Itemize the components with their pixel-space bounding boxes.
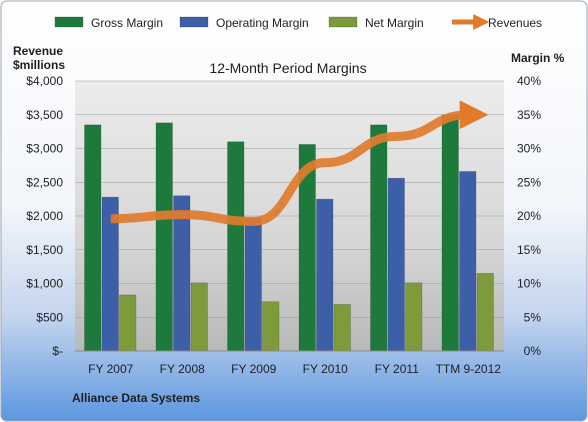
gross-margin-legend-swatch <box>54 16 84 28</box>
right-tick-label: 35% <box>517 108 541 122</box>
right-tick-label: 20% <box>517 209 541 223</box>
right-tick-label: 10% <box>517 277 541 291</box>
left-tick-label: $1,000 <box>26 277 63 291</box>
gridlines <box>75 80 504 318</box>
left-tick-label: $2,000 <box>26 209 63 223</box>
left-tick-label: $4,000 <box>26 74 63 88</box>
right-tick-label: 15% <box>517 243 541 257</box>
left-tick-label: $2,500 <box>26 175 63 189</box>
net-margin-bar <box>333 304 351 352</box>
x-tick-label: FY 2008 <box>160 362 205 376</box>
x-tick-label: FY 2010 <box>303 362 348 376</box>
left-axis-title-line: $millions <box>13 58 65 72</box>
operating-margin-bar <box>387 177 405 352</box>
gross-margin-bar <box>84 124 102 352</box>
x-tick-label: FY 2009 <box>231 362 276 376</box>
legend: Gross Margin Operating Margin Net Margin Re… <box>54 13 542 31</box>
right-tick-label: 5% <box>524 310 542 324</box>
operating-margin-legend-swatch <box>179 16 209 28</box>
left-axis-ticks: $- $500 $1,000 $1,500 $2,000 $2,500 $3,000 $3,5… <box>26 74 63 358</box>
company-name: Alliance Data Systems <box>72 391 200 405</box>
right-tick-label: 0% <box>524 344 542 358</box>
right-tick-label: 40% <box>517 74 541 88</box>
left-tick-label: $1,500 <box>26 243 63 257</box>
operating-margin-bar <box>459 171 477 352</box>
gross-margin-bar <box>155 122 173 352</box>
chart-title: 12-Month Period Margins <box>209 60 366 76</box>
x-axis-ticks: FY 2007 FY 2008 FY 2009 FY 2010 FY 2011 TTM 9… <box>88 362 501 376</box>
net-margin-bar <box>119 294 137 352</box>
x-tick-label: TTM 9-2012 <box>436 362 502 376</box>
left-tick-label: $- <box>52 344 63 358</box>
left-tick-label: $3,000 <box>26 142 63 156</box>
left-axis-title-line: Revenue <box>13 44 63 58</box>
net-margin-legend-swatch <box>328 16 358 28</box>
gross-margin-bar <box>227 141 245 352</box>
operating-margin-legend-label: Operating Margin <box>216 16 309 30</box>
x-tick-label: FY 2007 <box>88 362 133 376</box>
net-margin-bar <box>476 273 494 352</box>
x-tick-label: FY 2011 <box>375 362 420 376</box>
right-tick-label: 25% <box>517 175 541 189</box>
right-tick-label: 30% <box>517 142 541 156</box>
gross-margin-legend-label: Gross Margin <box>91 16 163 30</box>
net-margin-bar <box>190 282 208 352</box>
left-tick-label: $3,500 <box>26 108 63 122</box>
revenues-legend-label: Revenues <box>488 16 542 30</box>
net-margin-bar <box>262 301 280 352</box>
net-margin-legend-label: Net Margin <box>365 16 424 30</box>
left-axis-title: Revenue $millions <box>13 44 65 72</box>
gross-margin-bar <box>370 124 388 352</box>
revenue-line-path <box>110 100 489 226</box>
operating-margin-bar <box>244 217 262 352</box>
right-axis-title: Margin % <box>511 51 565 65</box>
left-tick-label: $500 <box>36 310 63 324</box>
net-margin-bar <box>405 282 423 352</box>
right-axis-ticks: 0% 5% 10% 15% 20% 25% 30% 35% 40% <box>517 74 541 358</box>
operating-margin-bar <box>316 198 334 352</box>
gross-margin-bar <box>441 114 459 352</box>
revenue-line <box>110 100 489 226</box>
